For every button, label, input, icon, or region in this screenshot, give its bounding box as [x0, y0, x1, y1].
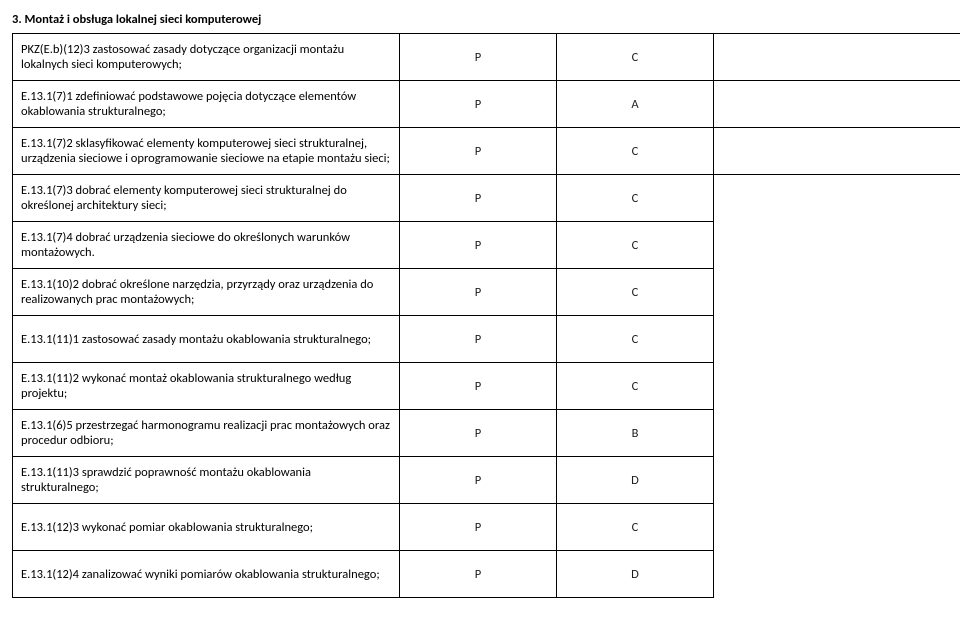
row-description: PKZ(E.b)(12)3 zastosować zasady dotycząc…: [13, 34, 400, 81]
row-description: E.13.1(6)5 przestrzegać harmonogramu rea…: [13, 410, 400, 457]
row-col2: D: [557, 551, 714, 598]
row-col1: P: [400, 457, 557, 504]
row-col2: C: [557, 269, 714, 316]
row-col1: P: [400, 551, 557, 598]
section-title: 3. Montaż i obsługa lokalnej sieci kompu…: [12, 12, 948, 27]
row-col2: C: [557, 128, 714, 175]
row-description: E.13.1(7)1 zdefiniować podstawowe pojęci…: [13, 81, 400, 128]
row-description: E.13.1(12)4 zanalizować wyniki pomiarów …: [13, 551, 400, 598]
row-col2: C: [557, 175, 714, 222]
requirements-table: PKZ(E.b)(12)3 zastosować zasady dotycząc…: [12, 33, 960, 598]
row-col3: [714, 128, 960, 175]
row-col3: [714, 81, 960, 128]
row-col2: C: [557, 316, 714, 363]
row-col2: A: [557, 81, 714, 128]
row-description: E.13.1(10)2 dobrać określone narzędzia, …: [13, 269, 400, 316]
table-row: E.13.1(11)1 zastosować zasady montażu ok…: [13, 316, 960, 363]
row-description: E.13.1(7)2 sklasyfikować elementy komput…: [13, 128, 400, 175]
table-row: E.13.1(7)2 sklasyfikować elementy komput…: [13, 128, 960, 175]
row-description: E.13.1(11)2 wykonać montaż okablowania s…: [13, 363, 400, 410]
table-row: E.13.1(11)3 sprawdzić poprawność montażu…: [13, 457, 960, 504]
table-row: E.13.1(12)4 zanalizować wyniki pomiarów …: [13, 551, 960, 598]
row-col1: P: [400, 363, 557, 410]
table-row: E.13.1(12)3 wykonać pomiar okablowania s…: [13, 504, 960, 551]
table-row: E.13.1(6)5 przestrzegać harmonogramu rea…: [13, 410, 960, 457]
row-col2: C: [557, 34, 714, 81]
row-col2: B: [557, 410, 714, 457]
row-col1: P: [400, 81, 557, 128]
table-row: E.13.1(7)3 dobrać elementy komputerowej …: [13, 175, 960, 222]
row-col1: P: [400, 410, 557, 457]
row-col1: P: [400, 316, 557, 363]
row-col1: P: [400, 175, 557, 222]
row-col1: P: [400, 504, 557, 551]
row-col2: C: [557, 363, 714, 410]
table-row: E.13.1(10)2 dobrać określone narzędzia, …: [13, 269, 960, 316]
row-col1: P: [400, 222, 557, 269]
row-col2: C: [557, 504, 714, 551]
row-col3: [714, 34, 960, 81]
table-row: E.13.1(7)1 zdefiniować podstawowe pojęci…: [13, 81, 960, 128]
row-col2: C: [557, 222, 714, 269]
table-row: PKZ(E.b)(12)3 zastosować zasady dotycząc…: [13, 34, 960, 81]
table-row: E.13.1(11)2 wykonać montaż okablowania s…: [13, 363, 960, 410]
row-description: E.13.1(12)3 wykonać pomiar okablowania s…: [13, 504, 400, 551]
row-col1: P: [400, 269, 557, 316]
row-description: E.13.1(11)3 sprawdzić poprawność montażu…: [13, 457, 400, 504]
table-row: E.13.1(7)4 dobrać urządzenia sieciowe do…: [13, 222, 960, 269]
row-col1: P: [400, 34, 557, 81]
row-description: E.13.1(7)3 dobrać elementy komputerowej …: [13, 175, 400, 222]
row-col1: P: [400, 128, 557, 175]
row-description: E.13.1(7)4 dobrać urządzenia sieciowe do…: [13, 222, 400, 269]
row-description: E.13.1(11)1 zastosować zasady montażu ok…: [13, 316, 400, 363]
row-col2: D: [557, 457, 714, 504]
